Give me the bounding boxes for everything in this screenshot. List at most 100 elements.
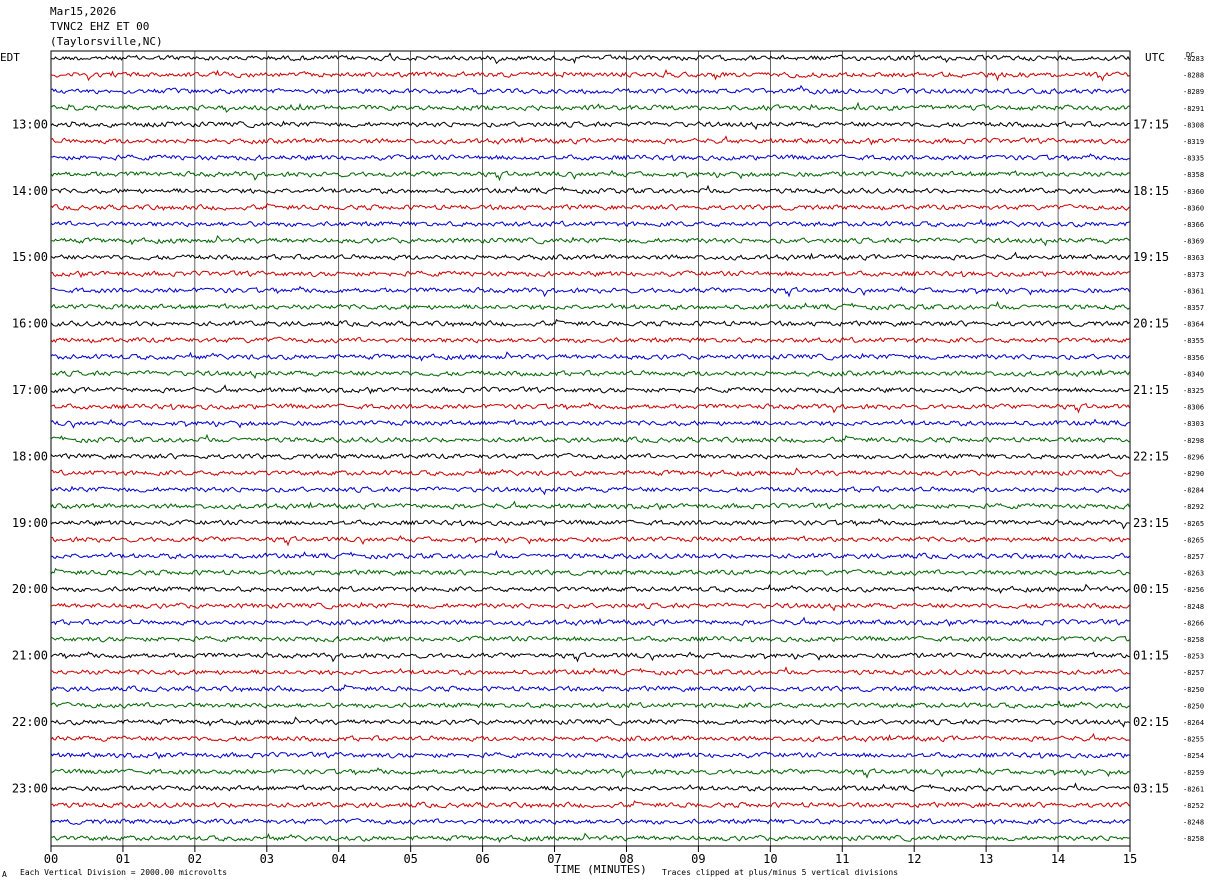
- dc-offset-label: -8257: [1183, 669, 1204, 677]
- x-tick-label: 03: [260, 852, 274, 866]
- seismic-trace: [50, 184, 1130, 195]
- dc-offset-label: -8369: [1183, 238, 1204, 246]
- dc-offset-label: -8263: [1183, 570, 1204, 578]
- left-time-label: 20:00: [12, 582, 48, 596]
- left-time-label: 21:00: [12, 649, 48, 663]
- dc-offset-label: -8335: [1183, 155, 1204, 163]
- seismic-trace: [50, 818, 1130, 825]
- seismic-trace: [50, 832, 1130, 843]
- seismic-trace: [50, 485, 1130, 496]
- corner-mark: A: [2, 870, 7, 879]
- dc-offset-label: -8289: [1183, 88, 1204, 96]
- dc-offset-label: -8303: [1183, 420, 1204, 428]
- dc-offset-label: -8361: [1183, 287, 1204, 295]
- dc-offset-label: -8373: [1183, 271, 1204, 279]
- seismic-trace: [50, 153, 1130, 162]
- dc-offset-label: -8258: [1183, 636, 1204, 644]
- right-time-label: 23:15: [1133, 516, 1169, 530]
- x-tick-label: 13: [979, 852, 993, 866]
- dc-offset-label: -8356: [1183, 354, 1204, 362]
- x-tick-label: 10: [763, 852, 777, 866]
- x-tick-label: 08: [619, 852, 633, 866]
- left-time-label: 16:00: [12, 317, 48, 331]
- seismic-trace: [50, 68, 1130, 82]
- right-time-label: 22:15: [1133, 449, 1169, 463]
- dc-offset-label: -8357: [1183, 304, 1204, 312]
- seismic-trace: [50, 402, 1130, 414]
- x-tick-label: 14: [1051, 852, 1065, 866]
- seismic-trace: [50, 751, 1130, 760]
- left-time-label: 14:00: [12, 184, 48, 198]
- x-tick-label: 12: [907, 852, 921, 866]
- dc-offset-label: -8253: [1183, 653, 1204, 661]
- dc-offset-label: -8308: [1183, 121, 1204, 129]
- right-time-label: 00:15: [1133, 582, 1169, 596]
- dc-offset-label: -8248: [1183, 603, 1204, 611]
- seismic-trace: [50, 234, 1130, 247]
- x-tick-label: 09: [691, 852, 705, 866]
- dc-offset-label: -8325: [1183, 387, 1204, 395]
- dc-offset-label: -8290: [1183, 470, 1204, 478]
- dc-offset-label: -8252: [1183, 802, 1204, 810]
- x-tick-label: 04: [332, 852, 346, 866]
- seismic-trace: [50, 716, 1130, 728]
- seismic-trace: [51, 666, 1130, 676]
- dc-offset-label: -8261: [1183, 785, 1204, 793]
- right-time-label: 18:15: [1133, 184, 1169, 198]
- right-timezone-label: UTC: [1145, 51, 1165, 64]
- dc-offset-label: -8248: [1183, 819, 1204, 827]
- seismic-trace: [50, 782, 1130, 792]
- seismic-trace: [50, 452, 1130, 460]
- seismic-trace: [50, 351, 1130, 362]
- right-time-label: 01:15: [1133, 649, 1169, 663]
- seismic-trace: [50, 251, 1130, 262]
- left-time-label: 23:00: [12, 781, 48, 795]
- seismic-trace: [50, 601, 1130, 612]
- seismic-trace: [50, 218, 1130, 228]
- right-time-label: 02:15: [1133, 715, 1169, 729]
- seismic-trace: [50, 800, 1130, 809]
- seismic-trace: [50, 535, 1130, 547]
- dc-offset-label: -8298: [1183, 437, 1204, 445]
- dc-offset-label: -8266: [1183, 619, 1204, 627]
- x-tick-label: 15: [1123, 852, 1137, 866]
- right-time-label: 03:15: [1133, 781, 1169, 795]
- dc-offset-label: -8283: [1183, 55, 1204, 63]
- seismic-trace: [50, 169, 1130, 182]
- seismic-trace: [50, 52, 1130, 65]
- seismic-trace: [51, 285, 1130, 298]
- x-tick-label: 11: [835, 852, 849, 866]
- x-tick-label: 07: [547, 852, 561, 866]
- x-tick-label: 06: [475, 852, 489, 866]
- seismic-trace: [50, 336, 1130, 344]
- seismic-trace: [50, 583, 1130, 594]
- seismic-trace: [50, 732, 1130, 743]
- dc-offset-label: -8250: [1183, 686, 1204, 694]
- seismic-trace: [50, 635, 1130, 643]
- seismic-trace: [50, 567, 1130, 576]
- seismic-trace: [50, 549, 1130, 560]
- dc-offset-label: -8296: [1183, 453, 1204, 461]
- seismic-trace: [50, 433, 1130, 444]
- left-time-label: 13:00: [12, 117, 48, 131]
- dc-offset-label: -8358: [1183, 171, 1204, 179]
- dc-offset-label: -8250: [1183, 702, 1204, 710]
- dc-offset-label: -8364: [1183, 321, 1204, 329]
- left-time-label: 15:00: [12, 250, 48, 264]
- seismic-trace: [50, 616, 1130, 627]
- dc-offset-label: -8360: [1183, 188, 1204, 196]
- dc-offset-label: -8355: [1183, 337, 1204, 345]
- left-time-label: 19:00: [12, 516, 48, 530]
- seismic-trace: [50, 518, 1130, 530]
- right-time-label: 17:15: [1133, 117, 1169, 131]
- plot-date: Mar15,2026: [50, 5, 117, 18]
- x-axis-title: TIME (MINUTES): [554, 863, 647, 876]
- scale-note: Each Vertical Division = 2000.00 microvo…: [20, 868, 228, 877]
- station-location: (Taylorsville,NC): [50, 35, 163, 48]
- dc-offset-label: -8256: [1183, 586, 1204, 594]
- x-tick-label: 02: [188, 852, 202, 866]
- seismic-trace: [50, 767, 1130, 779]
- dc-offset-label: -8265: [1183, 536, 1204, 544]
- dc-offset-label: -8360: [1183, 204, 1204, 212]
- right-time-label: 21:15: [1133, 383, 1169, 397]
